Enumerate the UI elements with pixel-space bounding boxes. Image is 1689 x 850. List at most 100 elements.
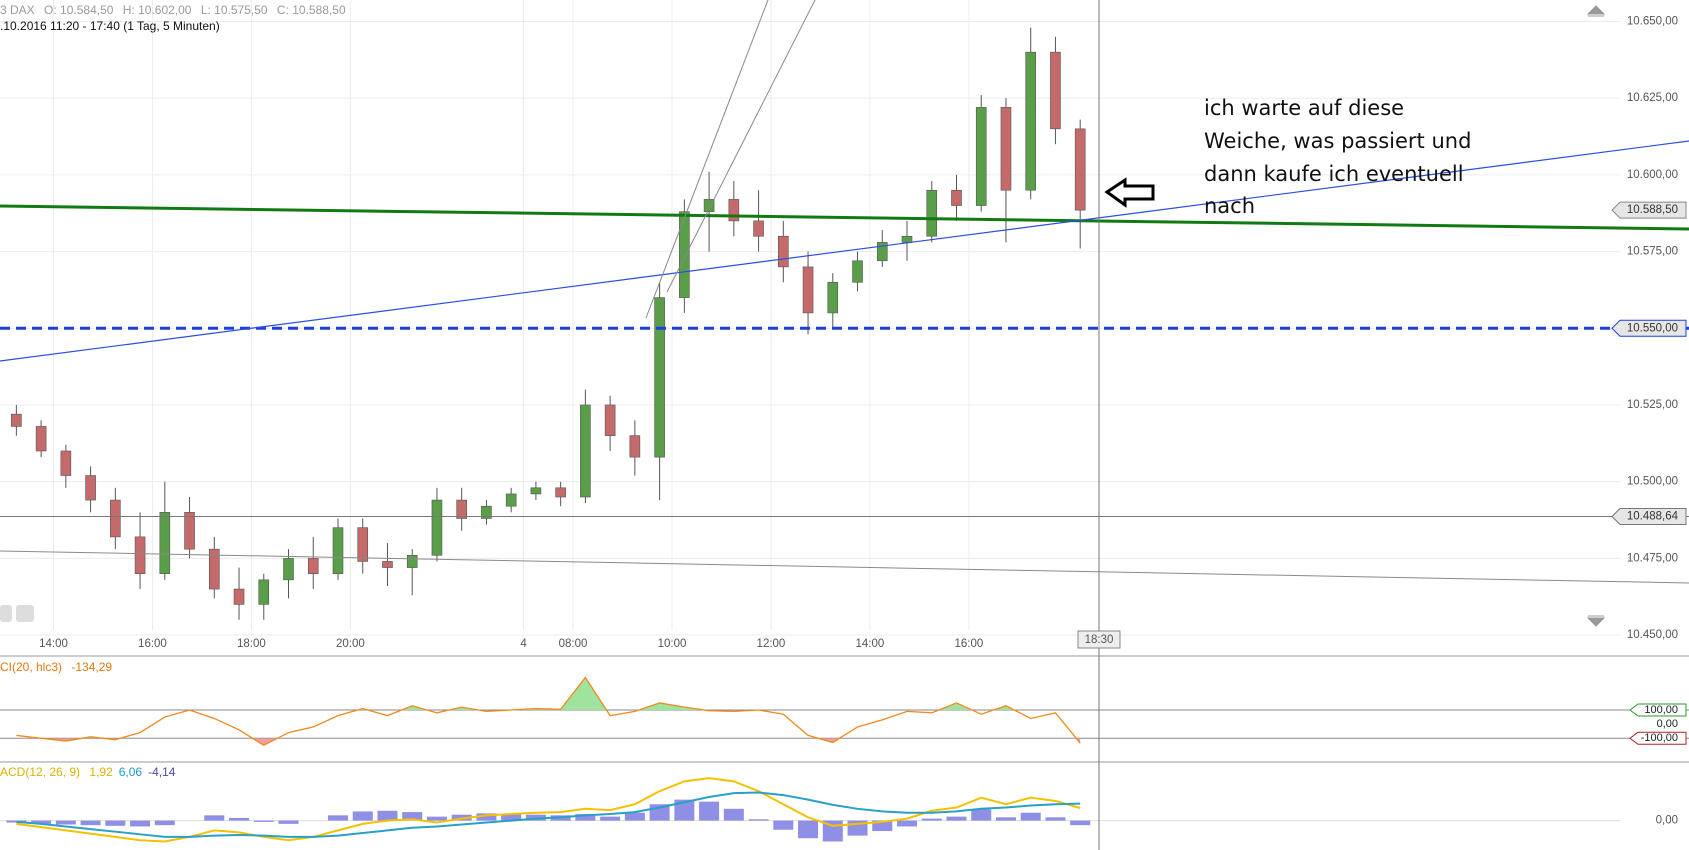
candle-body — [1074, 128, 1086, 211]
price-tag-label: 10.588,50 — [1627, 204, 1678, 216]
candle-body — [110, 499, 121, 538]
tool-button[interactable] — [16, 605, 34, 622]
cci-fill-below — [41, 738, 1081, 746]
y-tick-label: 10.650,00 — [1627, 16, 1678, 28]
histogram-bar — [624, 812, 645, 821]
histogram-bar — [1020, 812, 1041, 821]
price-tag-label: 10.550,00 — [1627, 322, 1678, 334]
histogram-bar — [699, 801, 720, 821]
candle-body — [60, 450, 72, 476]
price-tag — [1611, 201, 1687, 219]
y-tick-label: 10.600,00 — [1627, 169, 1678, 181]
candle-body — [357, 527, 369, 562]
channel-line — [666, 0, 816, 293]
price-tag — [1611, 319, 1687, 337]
histogram-bar — [105, 820, 126, 826]
candle-body — [382, 561, 393, 568]
histogram-bar — [55, 820, 76, 825]
histogram-bar — [31, 820, 52, 824]
x-tick-label: 14:00 — [39, 638, 68, 650]
trend-line — [0, 204, 1689, 231]
y-tick-label: -100,00 — [1641, 732, 1678, 744]
histogram-bar — [204, 815, 225, 821]
y-tick-label: 10.575,00 — [1627, 246, 1678, 258]
x-tick-label: 10:00 — [658, 638, 687, 650]
candle-body — [431, 499, 443, 556]
cci-title: CI(20, hlc3) — [0, 660, 62, 674]
level-tag — [1629, 731, 1687, 745]
annotation-line: nach — [1204, 194, 1255, 218]
x-tick-label: 16:00 — [954, 638, 983, 650]
candle-body — [679, 211, 690, 298]
candle-body — [283, 558, 294, 581]
tool-button[interactable] — [0, 605, 12, 622]
cci-legend: CI(20, hlc3) -134,29 — [0, 660, 112, 674]
histogram-bar — [872, 820, 893, 832]
macd-value: -4,14 — [148, 765, 176, 779]
annotation-line: dann kaufe ich eventuell — [1204, 162, 1464, 186]
candle-body — [530, 487, 542, 495]
level-tag — [1629, 703, 1687, 717]
macd-value: 1,92 — [89, 765, 113, 779]
histogram-bar — [748, 819, 769, 821]
candle-body — [11, 413, 22, 427]
candle-body — [654, 297, 665, 458]
candle-body — [184, 512, 195, 550]
candle-body — [134, 536, 146, 575]
annotation-line: Weiche, was passiert und — [1204, 129, 1471, 153]
candle-body — [703, 199, 715, 212]
histogram-bar — [921, 818, 942, 821]
y-tick-label: 0,00 — [1657, 718, 1678, 730]
histogram-bar — [130, 820, 151, 827]
histogram-bar — [723, 808, 744, 821]
histogram-bar — [575, 814, 596, 821]
y-tick-label: 10.450,00 — [1627, 629, 1678, 641]
histogram-bar — [402, 812, 423, 821]
histogram-bar — [798, 820, 819, 839]
histogram-bar — [352, 811, 373, 821]
header-item: O: 10.584,50 — [44, 3, 114, 17]
crosshair-label: 18:30 — [1085, 634, 1114, 646]
x-tick-label: 18:00 — [237, 638, 266, 650]
header-item: C: 10.588,50 — [277, 3, 346, 17]
histogram-bar — [6, 820, 27, 823]
candle-body — [926, 189, 938, 237]
trend-line — [0, 140, 1689, 362]
cci-fill-above — [16, 677, 1081, 710]
candle-body — [728, 199, 740, 222]
candle-body — [753, 220, 764, 237]
macd-line — [16, 791, 1081, 838]
candle-body — [35, 426, 47, 452]
histogram-bar — [995, 817, 1016, 821]
candle-body — [505, 493, 517, 507]
x-tick-label: 14:00 — [856, 638, 885, 650]
header-item: 3 DAX — [0, 3, 35, 17]
candle-body — [456, 499, 467, 519]
histogram-bar — [600, 816, 621, 821]
candle-body — [852, 260, 863, 283]
subtitle: .10.2016 11:20 - 17:40 (1 Tag, 5 Minuten… — [0, 19, 220, 33]
header: 3 DAX O: 10.584,50 H: 10.602,00 L: 10.57… — [0, 3, 346, 17]
candle-body — [951, 189, 962, 206]
candle-body — [629, 435, 641, 458]
histogram-bar — [1070, 820, 1091, 826]
header-item: H: 10.602,00 — [123, 3, 192, 17]
histogram-bar — [426, 816, 447, 821]
histogram-bar — [80, 820, 101, 826]
header-item: L: 10.575,50 — [201, 3, 268, 17]
candle-body — [1050, 51, 1061, 130]
candle-body — [876, 242, 888, 262]
macd-line — [16, 777, 1081, 843]
histogram-bar — [946, 816, 967, 821]
histogram-bar — [971, 809, 992, 821]
scroll-down[interactable] — [1586, 615, 1606, 627]
candle-body — [258, 579, 270, 605]
trend-line — [0, 550, 1689, 584]
candle-body — [208, 548, 220, 590]
x-tick-label: 08:00 — [559, 638, 588, 650]
price-tag-label: 10.488,64 — [1627, 511, 1679, 523]
scroll-up[interactable] — [1586, 5, 1606, 17]
candle-body — [975, 107, 987, 206]
histogram-bar — [501, 814, 522, 821]
